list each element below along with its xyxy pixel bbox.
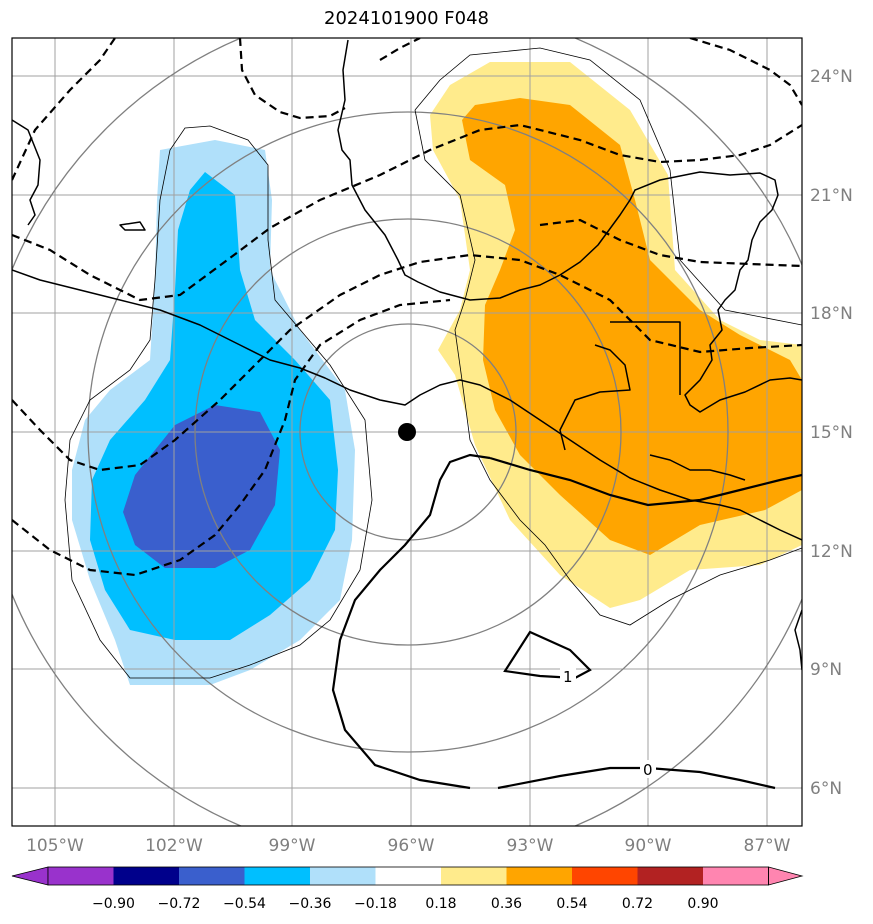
colorbar-tick: 0.36 [491, 896, 522, 912]
lon-axis-labels: 105°W 102°W 99°W 96°W 93°W 90°W 87°W [26, 836, 791, 856]
lon-label: 99°W [269, 836, 316, 856]
lat-label: 9°N [810, 660, 842, 680]
map-panel [12, 38, 802, 826]
colorbar-swatch [113, 867, 179, 885]
contour-label-1: 1 [563, 668, 573, 686]
colorbar-swatch [375, 867, 441, 885]
colorbar-swatch [310, 867, 376, 885]
lon-label: 102°W [145, 836, 203, 856]
outline-contours [64, 47, 802, 679]
lat-label: 15°N [810, 423, 853, 443]
lon-label: 87°W [744, 836, 791, 856]
colorbar-extend-high [768, 866, 804, 886]
lat-axis-labels: 24°N 21°N 18°N 15°N 12°N 9°N 6°N [810, 67, 853, 799]
colorbar-swatch [441, 867, 507, 885]
map-frame [11, 37, 803, 827]
colorbar-swatch [179, 867, 245, 885]
storm-center-marker [398, 423, 416, 441]
colorbar-tick: −0.36 [289, 896, 332, 912]
colorbar-tick: 0.72 [622, 896, 653, 912]
colorbar-tick: 0.54 [556, 896, 587, 912]
colorbar-tick: −0.72 [158, 896, 201, 912]
colorbar: −0.90 −0.72 −0.54 −0.36 −0.18 0.18 0.36 … [11, 866, 804, 912]
graticule [12, 38, 802, 826]
colorbar-tick: −0.90 [92, 896, 135, 912]
lat-label: 18°N [810, 304, 853, 324]
lon-label: 90°W [625, 836, 672, 856]
colorbar-swatch [637, 867, 703, 885]
map-title: 2024101900 F048 [324, 8, 489, 29]
colorbar-swatch [48, 867, 114, 885]
lat-label: 24°N [810, 67, 853, 87]
coastlines [12, 39, 802, 671]
colorbar-swatch [572, 867, 638, 885]
colorbar-extend-low [11, 866, 49, 886]
lon-label: 93°W [507, 836, 554, 856]
lat-label: 12°N [810, 542, 853, 562]
lon-label: 105°W [26, 836, 84, 856]
colorbar-swatch [703, 867, 769, 885]
colorbar-tick: 0.18 [425, 896, 456, 912]
lat-label: 21°N [810, 186, 853, 206]
dashed-contours [12, 38, 802, 577]
colorbar-swatch [506, 867, 572, 885]
contour-label-0: 0 [643, 761, 653, 779]
lon-label: 96°W [388, 836, 435, 856]
colorbar-tick: −0.54 [223, 896, 266, 912]
colorbar-swatch [244, 867, 310, 885]
colorbar-tick: −0.18 [354, 896, 397, 912]
colorbar-tick: 0.90 [687, 896, 718, 912]
shade-pos-0-36 [462, 98, 802, 555]
lat-label: 6°N [810, 779, 842, 799]
